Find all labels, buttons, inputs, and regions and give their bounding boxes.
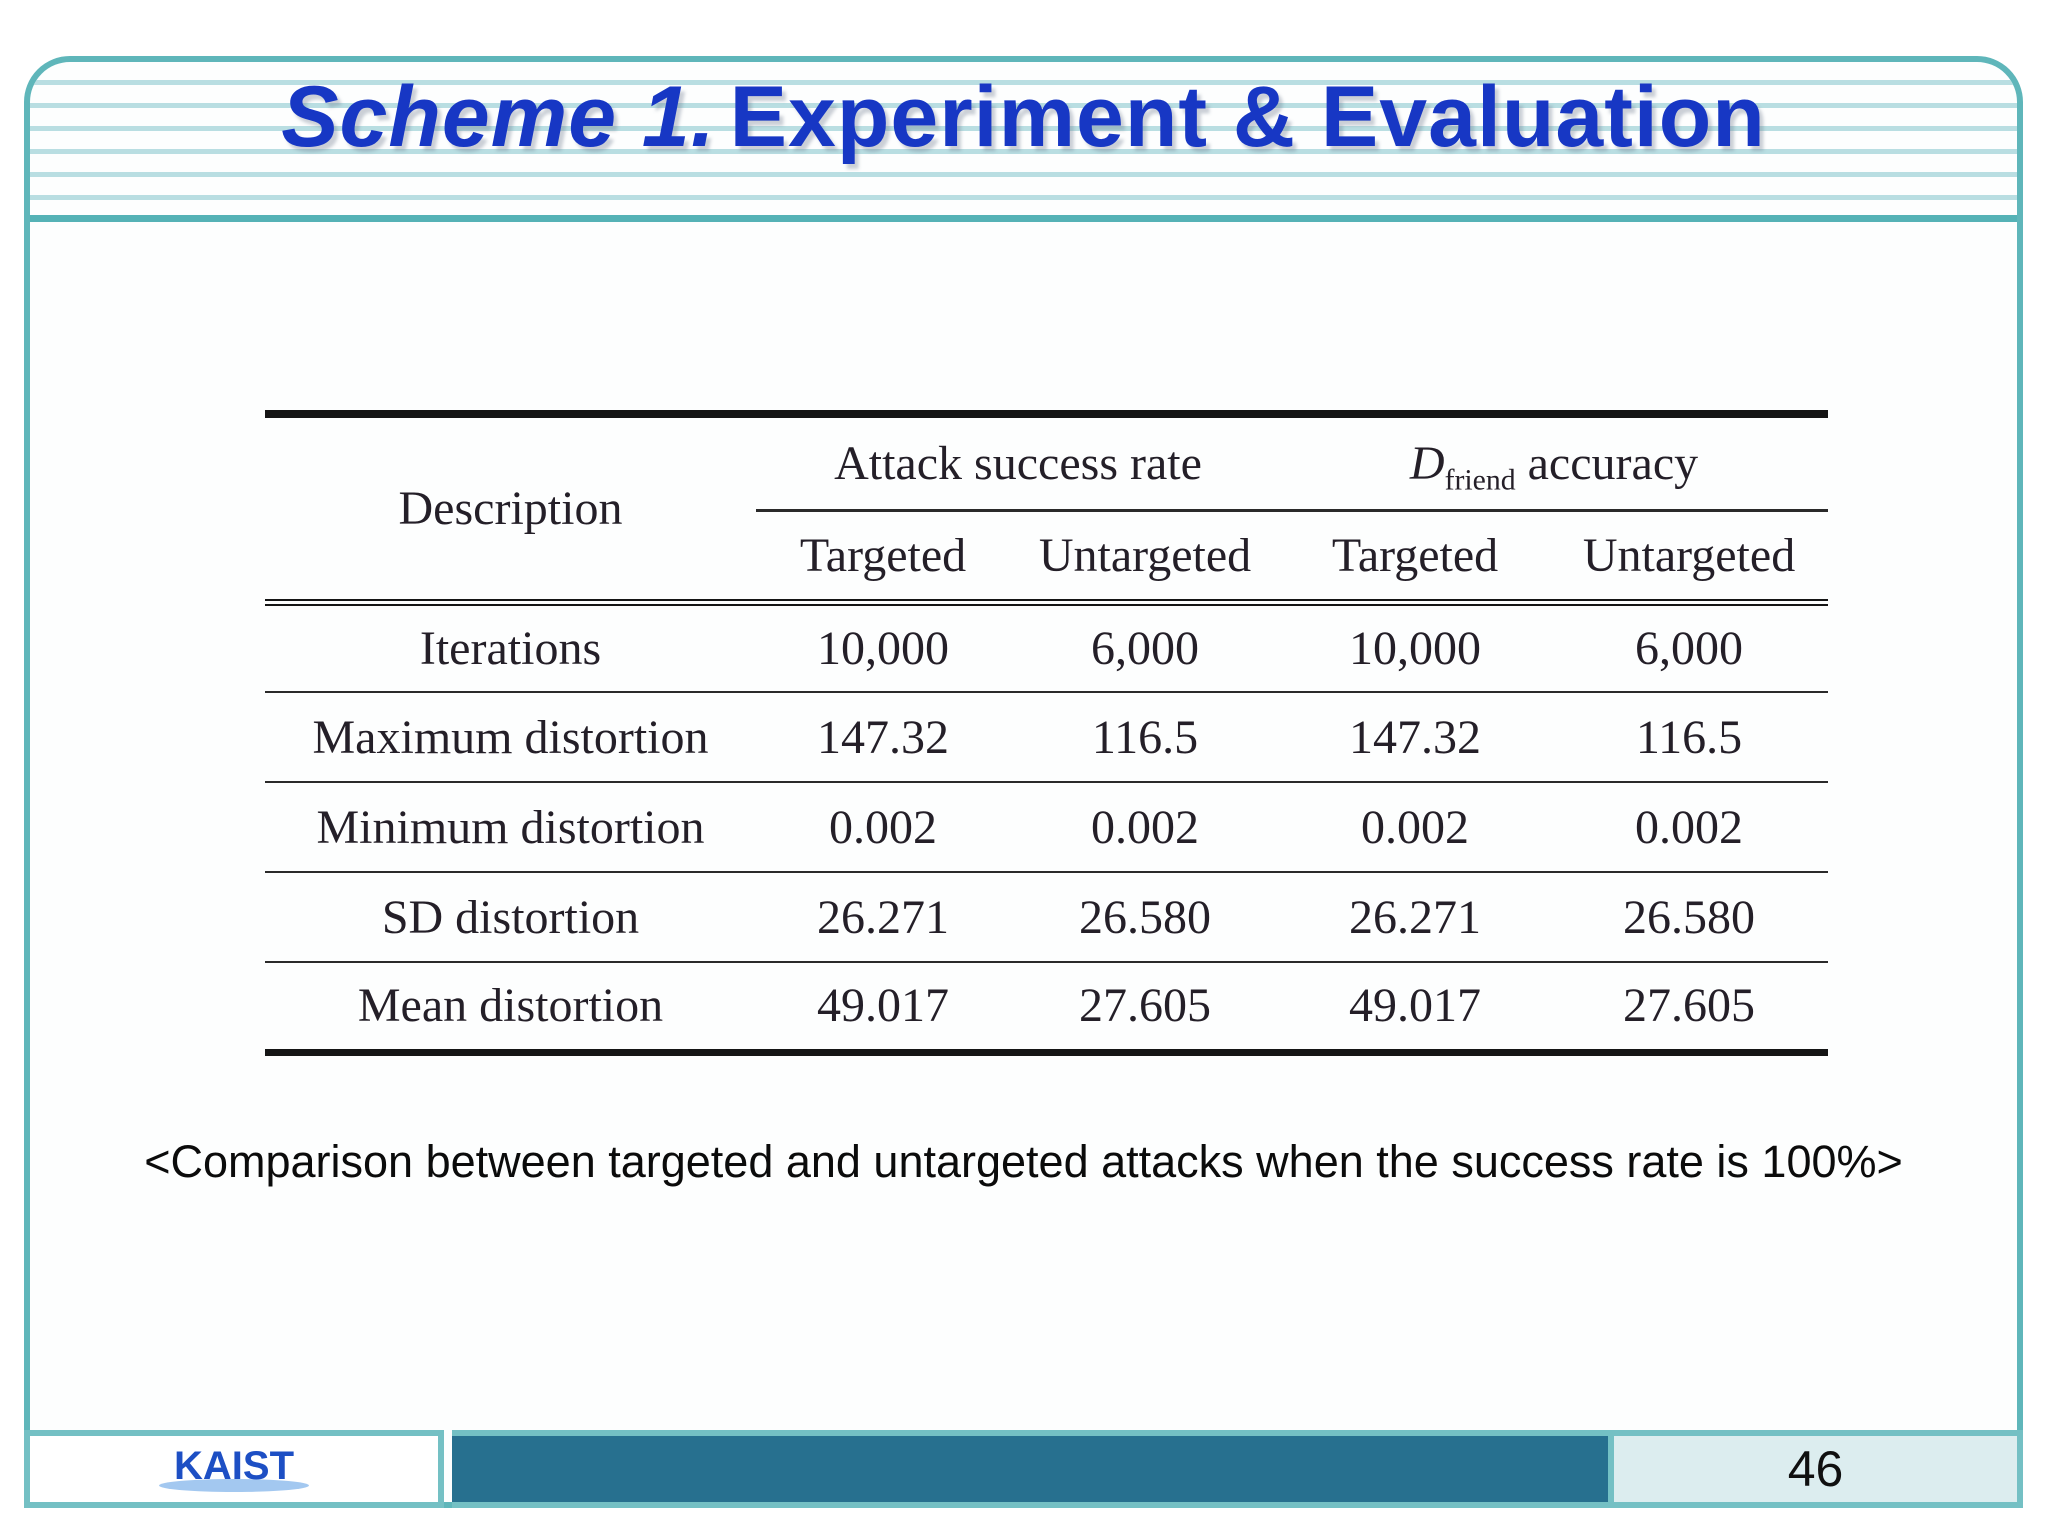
cell-value: 26.580 [1079, 890, 1211, 944]
sub-header-row: Targeted Untargeted Targeted Untargeted [265, 510, 1829, 606]
page-number-box: 46 [1608, 1430, 2023, 1508]
title-text: Experiment & Evaluation [729, 69, 1766, 165]
footer-accent-bar [452, 1430, 1608, 1508]
row-label: SD distortion [381, 890, 640, 944]
page-number: 46 [1787, 1441, 1844, 1497]
subheader-targeted-acc: Targeted [1280, 510, 1551, 606]
cell-value: 10,000 [817, 621, 949, 675]
cell-value: 147.32 [1349, 710, 1482, 764]
slide-title: Scheme 1. Experiment & Evaluation [30, 72, 2017, 162]
table-row-iterations: Iterations 10,000 6,000 10,000 6,000 [265, 602, 1828, 692]
cell-value: 49.017 [1349, 979, 1482, 1033]
cell-value: 0.002 [1091, 800, 1199, 854]
cell-value: 116.5 [1635, 710, 1743, 764]
cell-value: 27.605 [1079, 979, 1211, 1033]
table-row-minimum-distortion: Minimum distortion 0.002 0.002 0.002 0.0… [265, 782, 1829, 872]
slide-frame [24, 56, 2023, 1508]
cell-value: 49.017 [817, 979, 949, 1033]
cell-value: 0.002 [1635, 800, 1744, 854]
cell-value: 10,000 [1349, 621, 1482, 675]
row-label: Iterations [419, 621, 602, 675]
cell-value: 6,000 [1091, 621, 1199, 675]
table-caption: <Comparison between targeted and untarge… [144, 1136, 1903, 1187]
results-table: Description Attack success rate Dfriend … [265, 410, 1829, 1056]
title-scheme-number: Scheme 1. [281, 69, 716, 165]
subheader-untargeted-asr: Untargeted [1010, 510, 1281, 606]
subheader-untargeted-acc: Untargeted [1550, 510, 1829, 606]
cell-value: 0.002 [829, 800, 937, 854]
row-label: Minimum distortion [316, 800, 705, 854]
group-header-dfriend-accuracy: Dfriend accuracy [1280, 414, 1829, 512]
group-header-row: Description Attack success rate Dfriend … [265, 414, 1829, 606]
kaist-logo: KAIST [159, 1446, 309, 1492]
cell-value: 26.580 [1623, 890, 1756, 944]
table-row-mean-distortion: Mean distortion 49.017 27.605 49.017 27.… [265, 962, 1829, 1052]
kaist-swoosh-icon [159, 1479, 309, 1492]
col-header-description: Description [265, 414, 756, 606]
cell-value: 116.5 [1091, 710, 1199, 764]
cell-value: 26.271 [1349, 890, 1482, 944]
cell-value: 0.002 [1361, 800, 1470, 854]
header-stripe-band [30, 62, 2017, 222]
group-header-attack-success-rate: Attack success rate [756, 414, 1281, 512]
cell-value: 6,000 [1635, 621, 1744, 675]
dfriend-subscript: friend [1444, 463, 1516, 497]
cell-value: 27.605 [1623, 979, 1756, 1033]
results-table-wrap: Description Attack success rate Dfriend … [265, 410, 1829, 1056]
row-label: Mean distortion [357, 979, 664, 1033]
table-row-maximum-distortion: Maximum distortion 147.32 116.5 147.32 1… [265, 692, 1829, 782]
subheader-targeted-asr: Targeted [756, 510, 1010, 606]
row-label: Maximum distortion [312, 710, 709, 764]
dfriend-accuracy-label: accuracy [1515, 436, 1699, 490]
footer-logo-box: KAIST [24, 1430, 444, 1508]
cell-value: 26.271 [817, 890, 949, 944]
table-row-sd-distortion: SD distortion 26.271 26.580 26.271 26.58… [265, 872, 1829, 962]
kaist-logo-text: KAIST [174, 1444, 294, 1488]
cell-value: 147.32 [817, 710, 949, 764]
dfriend-symbol: D [1409, 436, 1445, 490]
